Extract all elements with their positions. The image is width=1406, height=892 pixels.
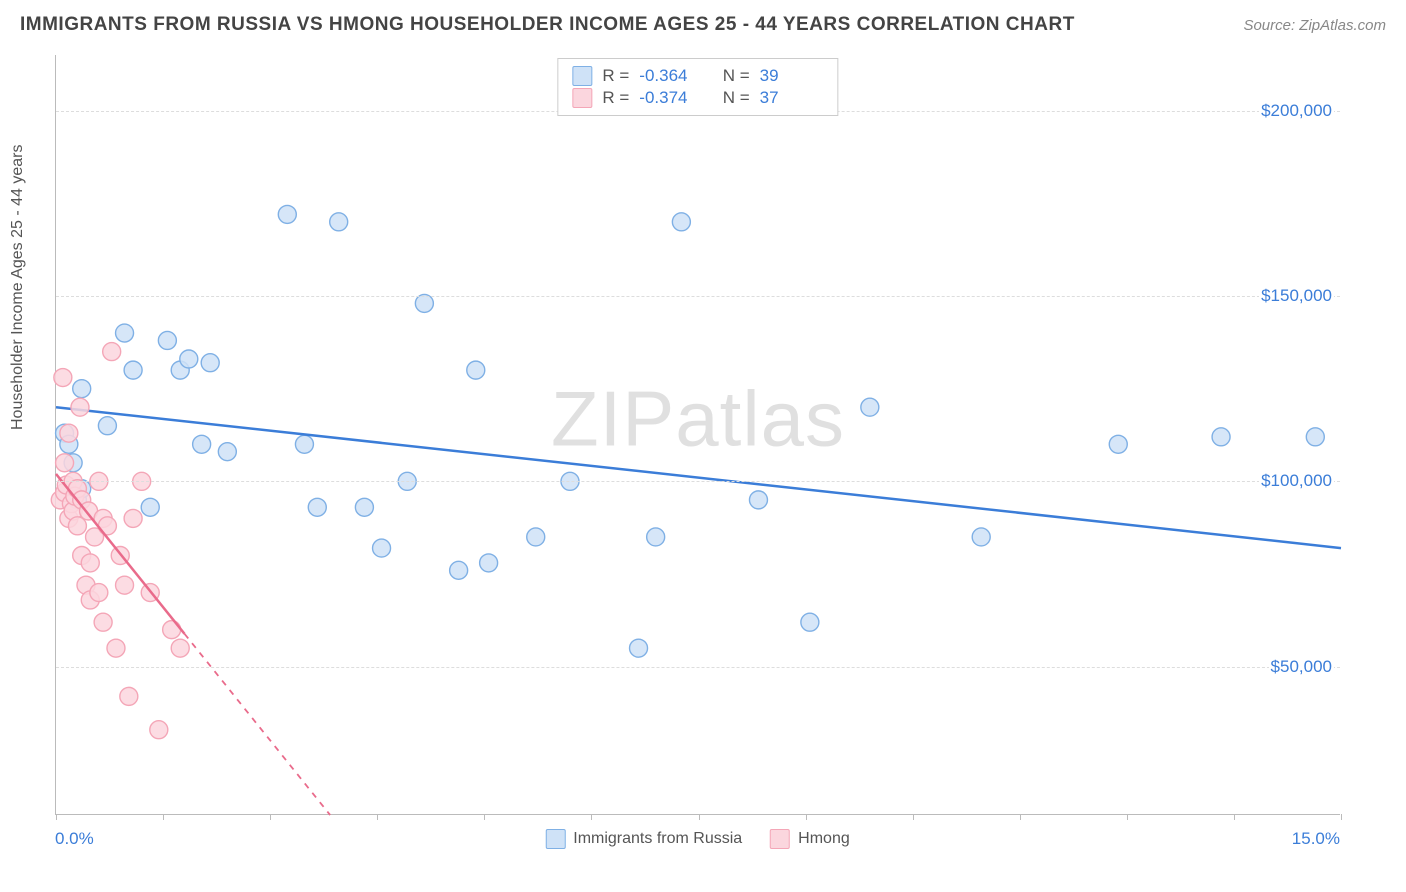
data-point	[373, 539, 391, 557]
data-point	[308, 498, 326, 516]
data-point	[630, 639, 648, 657]
data-point	[150, 721, 168, 739]
legend-item: Immigrants from Russia	[545, 829, 742, 849]
stat-r-label: R =	[602, 88, 629, 108]
gridline	[56, 296, 1340, 297]
data-point	[1306, 428, 1324, 446]
data-point	[749, 491, 767, 509]
legend-swatch	[545, 829, 565, 849]
y-tick-label: $200,000	[1259, 101, 1334, 121]
data-point	[201, 354, 219, 372]
y-tick-label: $100,000	[1259, 471, 1334, 491]
data-point	[163, 621, 181, 639]
title-bar: IMMIGRANTS FROM RUSSIA VS HMONG HOUSEHOL…	[20, 14, 1386, 36]
x-axis-min-label: 0.0%	[55, 829, 94, 849]
stats-legend-box: R = -0.364 N = 39R = -0.374 N = 37	[557, 58, 838, 116]
y-tick-label: $150,000	[1259, 286, 1334, 306]
data-point	[116, 324, 134, 342]
data-point	[116, 576, 134, 594]
data-point	[1109, 435, 1127, 453]
data-point	[54, 369, 72, 387]
plot-svg	[56, 55, 1340, 814]
x-tick	[484, 814, 485, 820]
data-point	[68, 517, 86, 535]
series-swatch	[572, 88, 592, 108]
data-point	[124, 361, 142, 379]
x-tick	[591, 814, 592, 820]
series-swatch	[572, 66, 592, 86]
trend-line-dashed	[185, 634, 331, 815]
data-point	[73, 380, 91, 398]
x-tick	[377, 814, 378, 820]
data-point	[193, 435, 211, 453]
x-tick	[1234, 814, 1235, 820]
data-point	[107, 639, 125, 657]
x-tick	[270, 814, 271, 820]
data-point	[295, 435, 313, 453]
trend-line	[56, 407, 1341, 548]
data-point	[81, 554, 99, 572]
stat-n-value: 37	[760, 88, 824, 108]
data-point	[467, 361, 485, 379]
x-tick	[699, 814, 700, 820]
data-point	[56, 454, 74, 472]
gridline	[56, 481, 1340, 482]
x-tick	[56, 814, 57, 820]
data-point	[672, 213, 690, 231]
data-point	[103, 343, 121, 361]
data-point	[71, 398, 89, 416]
stat-n-label: N =	[713, 66, 749, 86]
legend-swatch	[770, 829, 790, 849]
data-point	[218, 443, 236, 461]
x-tick	[163, 814, 164, 820]
data-point	[355, 498, 373, 516]
data-point	[647, 528, 665, 546]
data-point	[415, 294, 433, 312]
legend-label: Immigrants from Russia	[573, 830, 742, 848]
y-tick-label: $50,000	[1269, 657, 1334, 677]
x-tick	[806, 814, 807, 820]
data-point	[90, 584, 108, 602]
data-point	[330, 213, 348, 231]
series-legend: Immigrants from Russia Hmong	[545, 829, 850, 849]
data-point	[98, 417, 116, 435]
data-point	[94, 613, 112, 631]
data-point	[158, 331, 176, 349]
stats-row: R = -0.364 N = 39	[572, 65, 823, 87]
data-point	[861, 398, 879, 416]
data-point	[527, 528, 545, 546]
data-point	[120, 687, 138, 705]
legend-label: Hmong	[798, 830, 850, 848]
gridline	[56, 667, 1340, 668]
data-point	[141, 498, 159, 516]
x-axis-labels: 0.0% Immigrants from Russia Hmong 15.0%	[55, 829, 1340, 859]
stat-r-label: R =	[602, 66, 629, 86]
data-point	[98, 517, 116, 535]
chart-title: IMMIGRANTS FROM RUSSIA VS HMONG HOUSEHOL…	[20, 14, 1075, 36]
x-tick	[1341, 814, 1342, 820]
x-tick	[1020, 814, 1021, 820]
x-tick	[1127, 814, 1128, 820]
stat-r-value: -0.374	[639, 88, 703, 108]
x-tick	[913, 814, 914, 820]
data-point	[801, 613, 819, 631]
data-point	[171, 639, 189, 657]
legend-item: Hmong	[770, 829, 850, 849]
data-point	[60, 424, 78, 442]
data-point	[278, 205, 296, 223]
stat-n-value: 39	[760, 66, 824, 86]
stat-n-label: N =	[713, 88, 749, 108]
data-point	[450, 561, 468, 579]
data-point	[180, 350, 198, 368]
data-point	[124, 509, 142, 527]
stats-row: R = -0.374 N = 37	[572, 87, 823, 109]
data-point	[480, 554, 498, 572]
y-axis-title: Householder Income Ages 25 - 44 years	[9, 145, 27, 431]
data-point	[972, 528, 990, 546]
x-axis-max-label: 15.0%	[1292, 829, 1340, 849]
data-point	[1212, 428, 1230, 446]
stat-r-value: -0.364	[639, 66, 703, 86]
source-label: Source: ZipAtlas.com	[1243, 17, 1386, 34]
plot-area: ZIPatlas R = -0.364 N = 39R = -0.374 N =…	[55, 55, 1340, 815]
